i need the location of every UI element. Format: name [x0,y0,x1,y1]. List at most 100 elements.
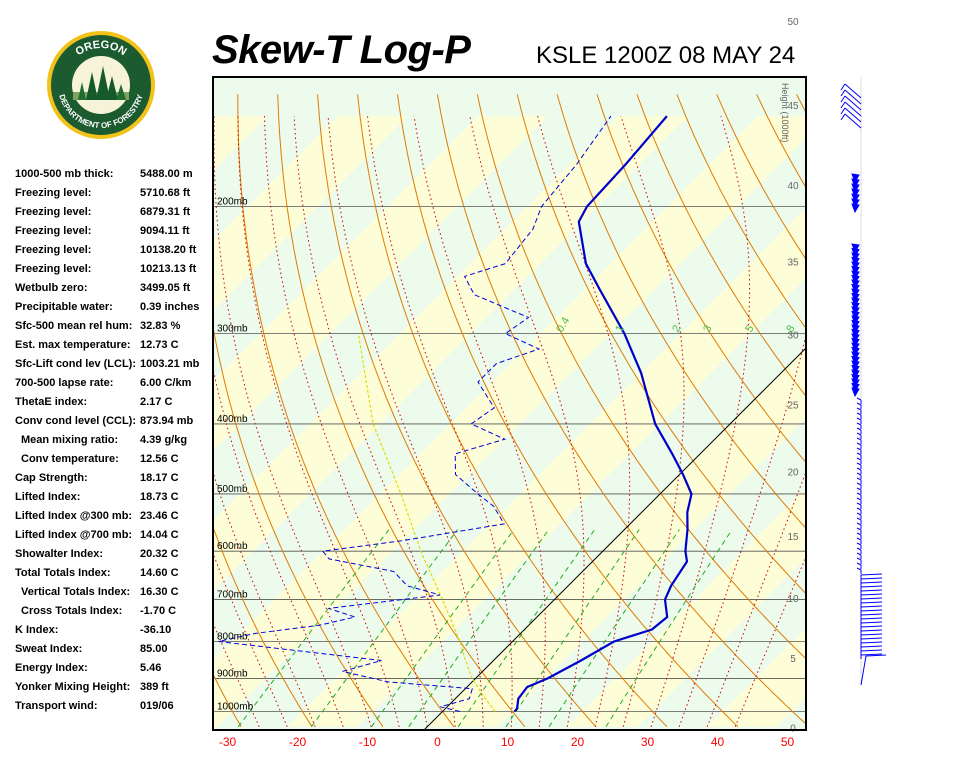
wind-barb [851,279,860,290]
index-row: Vertical Totals Index: 16.30 C [15,586,215,605]
index-value: 16.30 C [140,586,179,598]
index-value: 14.04 C [140,529,179,541]
wind-barb [856,452,862,459]
wind-barb [851,188,860,199]
wind-barb [851,292,860,303]
mixing-ratio-line [371,529,515,728]
index-row: ThetaE index: 2.17 C [15,396,215,415]
moist-adiabat [469,115,585,727]
index-row: Est. max temperature: 12.73 C [15,339,215,358]
pressure-label: 900mb [217,668,248,679]
index-value: 14.60 C [140,567,179,579]
wind-barb [860,629,883,635]
wind-barb [851,288,860,299]
wind-barb [851,387,860,398]
mixing-ratio-label: 5 [743,323,756,334]
mixing-ratio-line [457,529,596,728]
moist-adiabat [650,115,751,727]
wind-barb [856,482,862,489]
mixing-ratio-label: 2 [670,323,683,334]
tree-icon [106,76,118,100]
x-tick-label: -10 [359,735,377,749]
height-tick-label: 30 [787,331,799,342]
dry-adiabat [357,94,668,728]
index-label: K Index: [15,624,59,636]
dry-adiabat [676,94,806,330]
index-row: Freezing level: 10213.13 ft [15,263,215,282]
moist-adiabat [413,116,546,727]
tree-icon [86,72,98,100]
index-value: -1.70 C [140,605,177,617]
index-row: Total Totals Index: 14.60 C [15,567,215,586]
wind-barb [851,256,860,267]
wind-barb [856,472,862,479]
index-row: 700-500 lapse rate: 6.00 C/km [15,377,215,396]
temperature-band [287,207,806,727]
dry-adiabat [213,525,313,728]
index-value: -36.10 [140,624,172,636]
zero-isotherm-line [423,347,806,730]
index-label: Freezing level: [15,263,92,275]
dry-adiabat [476,94,806,660]
sounding-traces [218,115,693,713]
index-label: Mean mixing ratio: [21,434,119,446]
mixing-ratio-line [548,529,680,728]
index-label: Freezing level: [15,225,92,237]
wind-barb [860,633,883,639]
wind-barb [856,457,862,464]
dry-adiabat-lines [213,94,960,728]
dry-adiabat [436,94,806,725]
wind-barb [851,337,860,348]
height-axis-label: Height (1000ft) [780,83,790,143]
wind-barb [856,487,862,494]
moist-adiabat [293,116,456,727]
wind-barb [851,342,860,353]
height-tick-label: 35 [787,258,799,269]
index-row: Precipitable water: 0.39 inches [15,301,215,320]
index-value: 389 ft [140,681,169,693]
index-value: 0.39 inches [140,301,200,313]
wind-barb [851,183,860,194]
index-row: Transport wind: 019/06 [15,700,215,719]
index-value: 20.32 C [140,548,179,560]
index-label: 700-500 lapse rate: [15,377,114,389]
dry-adiabat [916,94,960,726]
x-tick-label: -20 [289,735,307,749]
index-label: Lifted Index @300 mb: [15,510,133,522]
wind-barb [856,427,862,434]
pressure-label: 600mb [217,541,248,552]
index-row: 1000-500 mb thick: 5488.00 m [15,168,215,187]
wind-barb [856,557,862,564]
wind-barb [851,355,860,366]
wind-barb [840,83,862,99]
tree-icon [96,66,110,100]
wind-barb [840,101,862,117]
index-label: Freezing level: [15,206,92,218]
wind-barb [860,645,883,651]
temperature-band [213,116,548,451]
wind-barb [851,173,860,184]
index-row: Lifted Index @700 mb: 14.04 C [15,529,215,548]
dewpoint-trace [218,115,612,712]
mixing-ratio-line [310,529,459,728]
dry-adiabat [796,94,806,114]
wind-barb [840,89,862,105]
wind-barb [851,315,860,326]
height-tick-label: 45 [787,101,799,112]
wind-barb [856,407,862,414]
index-label: Conv cond level (CCL): [15,415,137,427]
wind-barb [860,609,883,615]
wind-barb [856,542,862,549]
pressure-level-labels: 200mb 300mb 400mb 500mb 600mb 700mb 800mb 900mb… [217,196,254,712]
wind-barbs [840,77,887,686]
wind-barb [856,402,862,409]
height-tick-label: 5 [790,654,796,665]
temperature-axis: -30 -20 -10 0 10 20 30 40 50 [219,735,795,749]
wind-barb [856,447,862,454]
wind-barb [860,625,883,631]
wind-barb [851,364,860,375]
index-value: 23.46 C [140,510,179,522]
wind-barb [856,437,862,444]
index-label: Precipitable water: [15,301,113,313]
